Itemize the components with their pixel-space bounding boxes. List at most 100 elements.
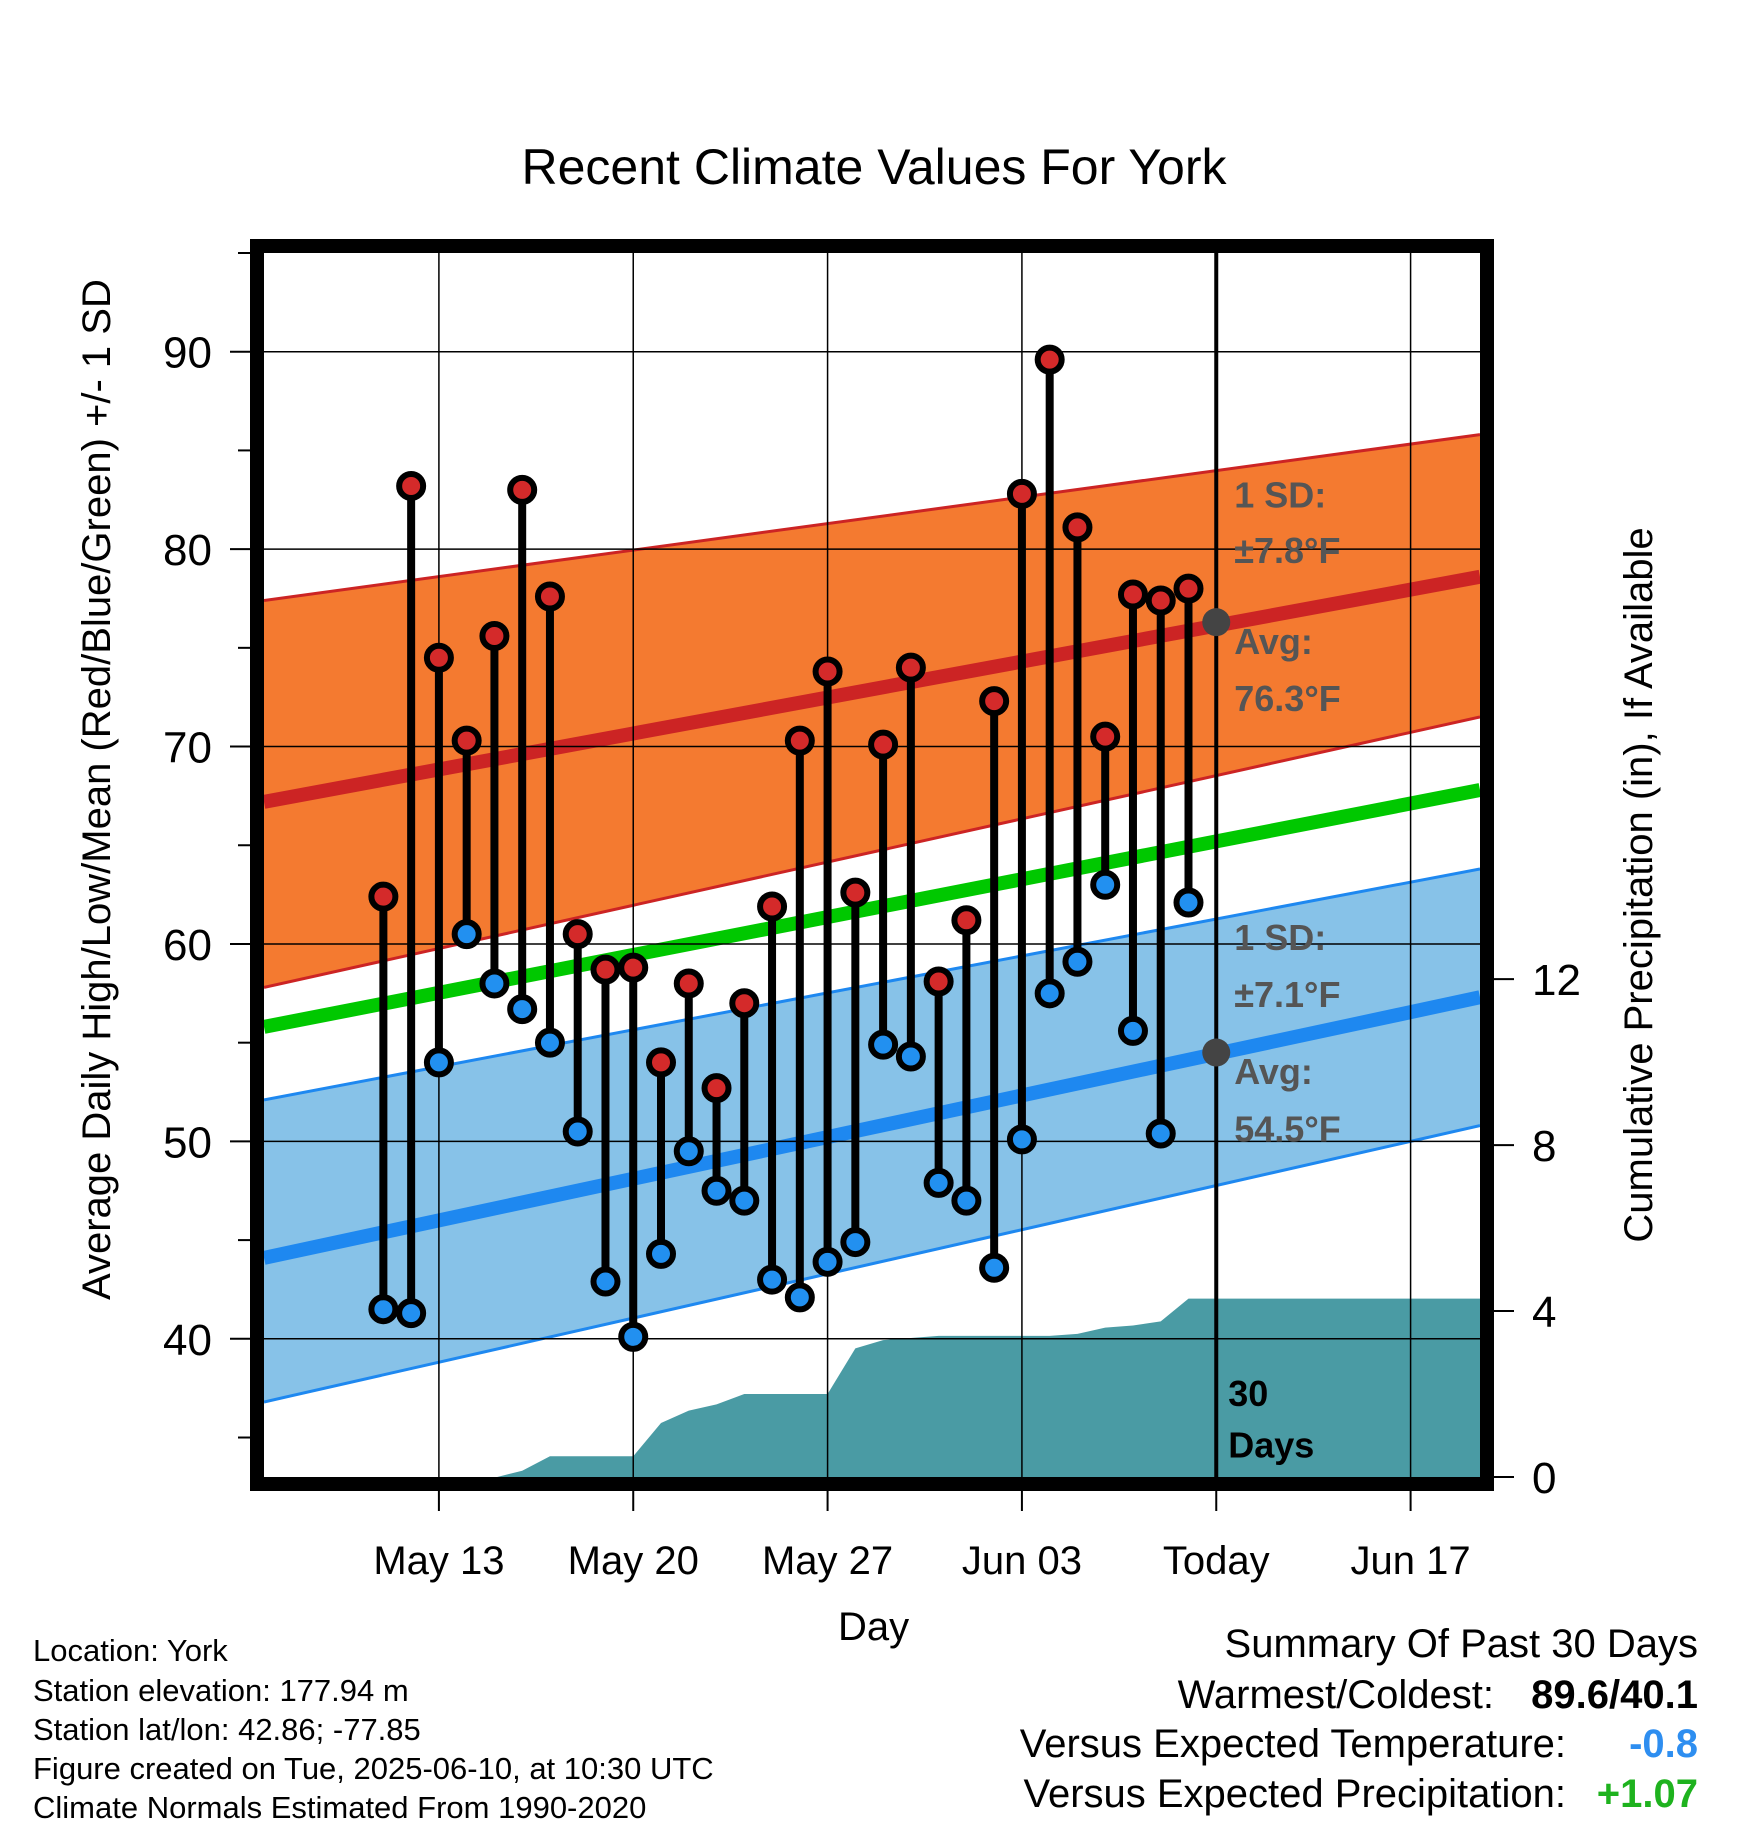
daily-high-point: [479, 620, 510, 651]
daily-low-point: [507, 994, 538, 1025]
today-low-marker: [1202, 1038, 1231, 1067]
precip-area: [264, 1298, 1480, 1477]
y-tick-label-right: 4: [1532, 1288, 1556, 1337]
high-sd-label: 1 SD:: [1234, 475, 1326, 516]
today-high-marker: [1202, 608, 1231, 637]
x-tick-label: May 20: [568, 1539, 699, 1583]
daily-low-point: [451, 919, 482, 950]
daily-high-point: [1034, 344, 1065, 375]
daily-high-point: [590, 954, 621, 985]
daily-high-point: [507, 474, 538, 505]
y-tick-label-left: 90: [163, 329, 212, 378]
daily-high-point: [840, 877, 871, 908]
daily-low-point: [1145, 1118, 1176, 1149]
precip-anomaly-value: +1.07: [1596, 1772, 1698, 1816]
daily-high-point: [868, 729, 899, 760]
y-axis-label-right: Cumulative Precipitation (in), If Availa…: [1617, 527, 1661, 1243]
daily-high-point: [423, 642, 454, 673]
daily-high-point: [618, 952, 649, 983]
mean-avg-line: [264, 783, 1480, 1034]
days-word-label: Days: [1228, 1424, 1314, 1465]
high-avg-label: Avg:: [1234, 621, 1313, 662]
daily-low-point: [923, 1167, 954, 1198]
daily-low-point: [368, 1294, 399, 1325]
low-avg-label: Avg:: [1234, 1051, 1313, 1092]
high-sd-band-upper-edge: [264, 433, 1480, 602]
daily-high-point: [701, 1073, 732, 1104]
daily-high-point: [673, 968, 704, 999]
daily-high-point: [368, 881, 399, 912]
daily-low-point: [895, 1041, 926, 1072]
y-tick-label-left: 80: [163, 526, 212, 575]
daily-low-point: [396, 1298, 427, 1329]
daily-low-point: [479, 968, 510, 999]
daily-high-point: [895, 652, 926, 683]
location-text: Location: York: [33, 1633, 228, 1668]
daily-high-point: [1173, 573, 1204, 604]
low-sd-value: ±7.1°F: [1234, 974, 1340, 1015]
daily-high-point: [757, 891, 788, 922]
daily-low-point: [1090, 869, 1121, 900]
daily-low-point: [590, 1266, 621, 1297]
y-tick-label-left: 70: [163, 724, 212, 773]
daily-high-point: [1062, 512, 1093, 543]
high-sd-band: [264, 434, 1480, 988]
daily-high-point: [1117, 579, 1148, 610]
daily-low-point: [979, 1252, 1010, 1283]
daily-low-point: [729, 1185, 760, 1216]
daily-high-point: [396, 470, 427, 501]
daily-high-point: [979, 686, 1010, 717]
high-sd-value: ±7.8°F: [1234, 530, 1340, 571]
x-tick-label: May 13: [373, 1539, 504, 1583]
daily-high-point: [812, 656, 843, 687]
plot-frame: [250, 239, 1494, 1491]
daily-high-point: [562, 919, 593, 950]
elevation-text: Station elevation: 177.94 m: [33, 1673, 409, 1708]
daily-low-point: [868, 1029, 899, 1060]
x-axis-label: Day: [838, 1605, 910, 1649]
daily-high-point: [646, 1047, 677, 1078]
daily-low-point: [757, 1264, 788, 1295]
y-tick-label-left: 40: [163, 1316, 212, 1365]
daily-low-point: [423, 1047, 454, 1078]
y-tick-label-left: 50: [163, 1118, 212, 1167]
daily-high-point: [534, 581, 565, 612]
y-tick-label-right: 12: [1532, 956, 1581, 1005]
created-text: Figure created on Tue, 2025-06-10, at 10…: [33, 1751, 714, 1786]
low-sd-band: [264, 868, 1480, 1402]
daily-low-point: [673, 1136, 704, 1167]
daily-low-point: [562, 1116, 593, 1147]
precip-anomaly-label: Versus Expected Precipitation:: [1023, 1772, 1566, 1816]
high-avg-value: 76.3°F: [1234, 678, 1340, 719]
daily-low-point: [534, 1027, 565, 1058]
low-avg-value: 54.5°F: [1234, 1108, 1340, 1149]
daily-low-point: [1173, 887, 1204, 918]
plot-area: [264, 253, 1480, 1477]
days-count-label: 30: [1228, 1373, 1268, 1414]
daily-low-point: [646, 1238, 677, 1269]
warmest-coldest-label: Warmest/Coldest:: [1177, 1673, 1494, 1717]
daily-low-point: [840, 1227, 871, 1258]
low-avg-line: [264, 990, 1480, 1265]
y-axis-label-left: Average Daily High/Low/Mean (Red/Blue/Gr…: [75, 279, 119, 1300]
daily-high-point: [923, 966, 954, 997]
daily-low-point: [1117, 1015, 1148, 1046]
daily-high-point: [729, 988, 760, 1019]
daily-high-point: [951, 905, 982, 936]
x-tick-label: Jun 03: [962, 1539, 1082, 1583]
daily-low-point: [1062, 946, 1093, 977]
daily-high-point: [1145, 585, 1176, 616]
low-sd-band-lower-edge: [264, 1124, 1480, 1404]
x-tick-label: Jun 17: [1351, 1539, 1471, 1583]
warmest-coldest-value: 89.6/40.1: [1531, 1673, 1698, 1717]
daily-high-point: [784, 725, 815, 756]
low-sd-label: 1 SD:: [1234, 917, 1326, 958]
summary-heading: Summary Of Past 30 Days: [1224, 1622, 1698, 1666]
daily-high-point: [1090, 721, 1121, 752]
x-tick-label: May 27: [762, 1539, 893, 1583]
low-sd-band-upper-edge: [264, 867, 1480, 1102]
daily-low-point: [812, 1246, 843, 1277]
daily-low-point: [701, 1175, 732, 1206]
daily-low-point: [618, 1321, 649, 1352]
